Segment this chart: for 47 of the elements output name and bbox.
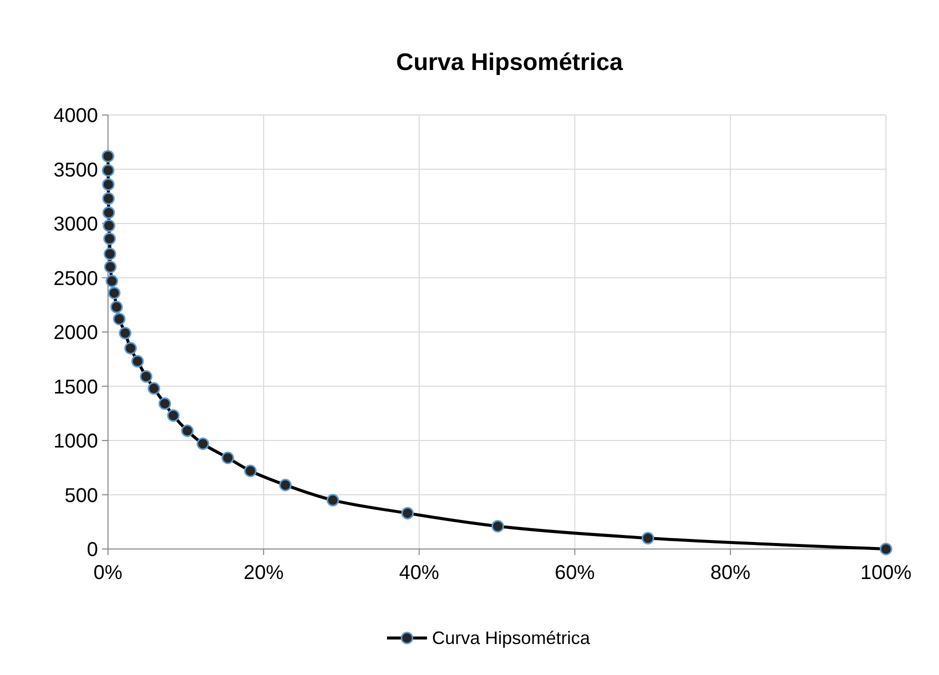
point (102, 178, 115, 191)
point (102, 164, 114, 177)
point (148, 382, 160, 395)
y-tick-label: 1500 (54, 376, 98, 398)
point (110, 300, 123, 314)
point (102, 219, 116, 232)
point (108, 286, 120, 300)
point (196, 438, 210, 450)
y-tick-label: 2500 (54, 268, 98, 290)
point (642, 532, 654, 544)
y-tick-label: 1000 (54, 430, 98, 452)
point (102, 206, 115, 219)
x-tick-label: 60% (554, 562, 596, 584)
x-tick-label: 0% (94, 562, 123, 584)
x-tick-label: 80% (710, 562, 751, 584)
point (106, 274, 118, 288)
point (102, 192, 115, 205)
y-tick-label: 3000 (54, 214, 98, 236)
point (222, 452, 234, 464)
y-tick-label: 500 (64, 484, 98, 507)
point (118, 326, 132, 340)
point (326, 494, 340, 506)
point (158, 397, 172, 410)
point (113, 312, 126, 326)
point (102, 150, 114, 162)
point (131, 355, 144, 368)
point (401, 506, 414, 520)
x-tick-label: 40% (399, 562, 440, 584)
legend-label: Curva Hipsométrica (432, 628, 592, 648)
y-tick-label: 0 (86, 539, 98, 561)
point (492, 520, 504, 532)
point (880, 542, 892, 556)
point (181, 424, 194, 437)
chart-title: Curva Hipsométrica (396, 49, 624, 76)
point (244, 464, 257, 478)
point (167, 409, 180, 422)
point (124, 342, 137, 355)
point (279, 478, 292, 492)
point (104, 248, 116, 260)
point (103, 232, 116, 245)
x-tick-label: 100% (860, 562, 912, 584)
point (140, 370, 152, 383)
point (104, 260, 117, 274)
y-tick-label: 4000 (54, 105, 98, 127)
x-tick-label: 20% (244, 562, 284, 584)
y-tick-label: 3500 (54, 159, 98, 182)
y-tick-label: 2000 (54, 322, 98, 344)
